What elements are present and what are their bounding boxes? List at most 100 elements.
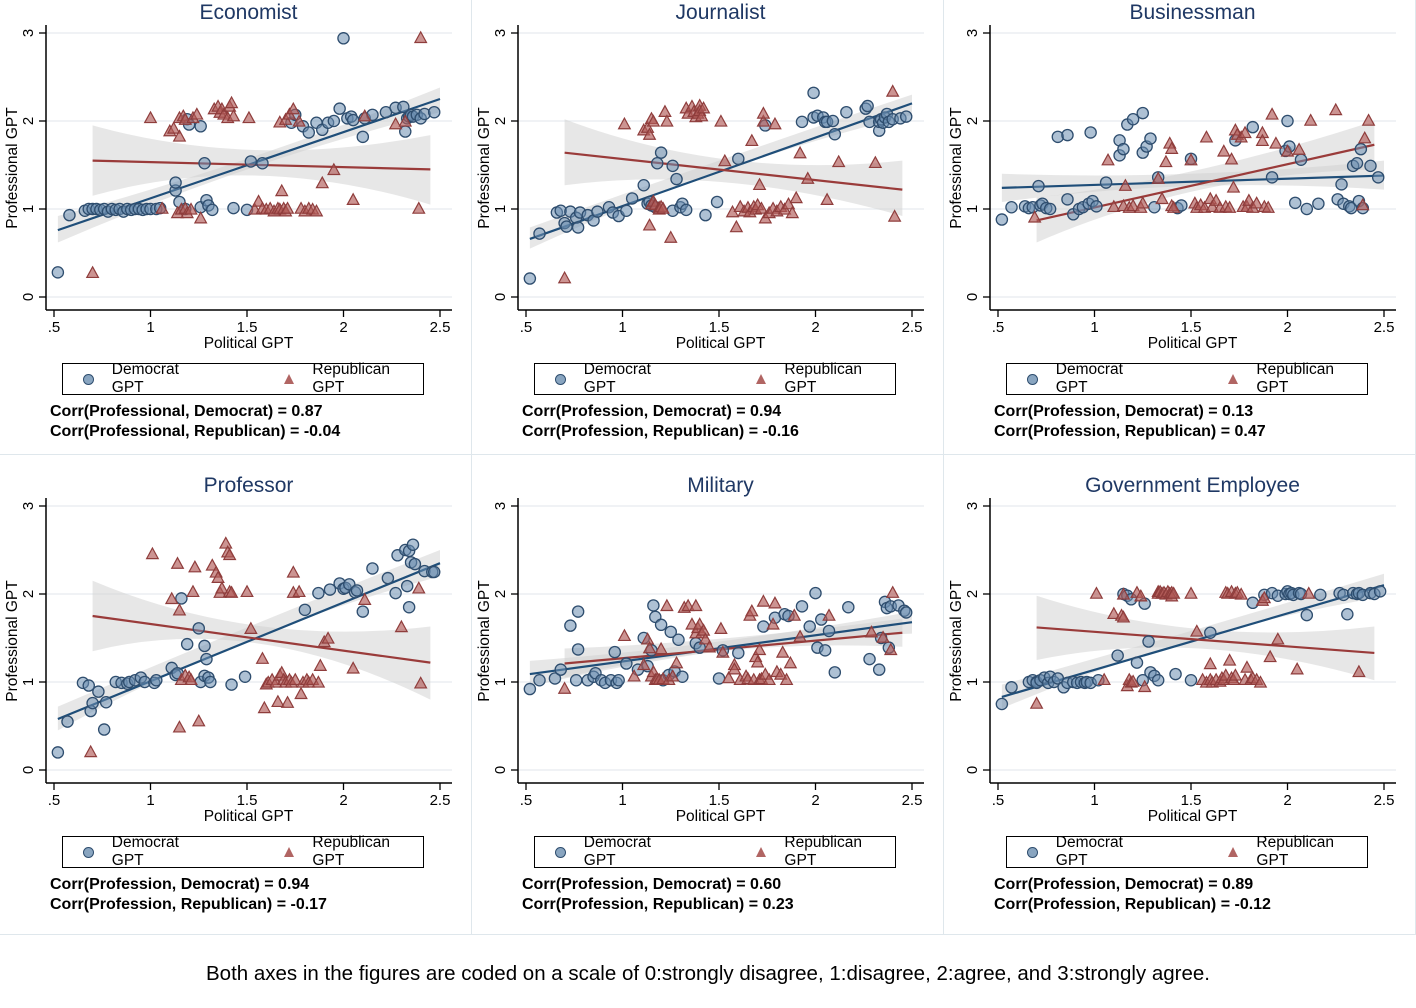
x-axis-label: Political GPT (675, 335, 766, 352)
svg-text:1.5: 1.5 (1181, 792, 1202, 807)
figure-grid: Economist .5 1 1.5 2 2.5 0 1 2 3 Professional GP… (0, 0, 1416, 935)
svg-text:3: 3 (20, 502, 37, 510)
legend-democrat-label: Democrat GPT (583, 361, 651, 396)
democrat-marker-icon (83, 373, 94, 385)
republican-marker-icon (284, 847, 295, 857)
legend: Democrat GPT Republican GPT (62, 834, 424, 870)
svg-text:1: 1 (146, 319, 154, 334)
svg-text:2: 2 (20, 117, 37, 125)
plot-area: .5 1 1.5 2 2.5 0 1 2 3 Professional GPT (472, 24, 943, 334)
panel-title: Economist (199, 1, 298, 24)
svg-text:2: 2 (339, 319, 347, 334)
republican-marker-icon (756, 847, 767, 857)
legend-republican: Republican GPT (756, 361, 895, 397)
svg-text:1: 1 (20, 205, 37, 213)
panel-economist: Economist .5 1 1.5 2 2.5 0 1 2 3 Professional GP… (0, 0, 472, 455)
legend-democrat: Democrat GPT (555, 361, 684, 397)
svg-text:2: 2 (964, 590, 981, 598)
legend-republican-label: Republican GPT (312, 834, 390, 869)
scatter-plot-economist: .5 1 1.5 2 2.5 0 1 2 3 (20, 25, 452, 334)
svg-text:.5: .5 (992, 792, 1005, 807)
correlation-notes: Corr(Profession, Democrat) = 0.89 Corr(P… (994, 875, 1415, 914)
y-axis-label: Professional GPT (476, 107, 493, 229)
svg-text:2: 2 (1283, 319, 1291, 334)
x-axis-label: Political GPT (203, 808, 294, 825)
svg-text:1: 1 (618, 319, 626, 334)
legend-democrat-label: Democrat GPT (111, 361, 179, 396)
svg-text:0: 0 (492, 293, 509, 301)
svg-text:.5: .5 (520, 319, 533, 334)
corr-democrat: Corr(Profession, Democrat) = 0.89 (994, 876, 1254, 893)
legend-republican: Republican GPT (284, 361, 423, 397)
legend-republican-label: Republican GPT (784, 834, 862, 869)
svg-text:3: 3 (964, 29, 981, 37)
figure-caption: Both axes in the figures are coded on a … (206, 962, 1210, 985)
legend-democrat: Democrat GPT (1027, 361, 1156, 397)
svg-text:2.5: 2.5 (430, 319, 451, 334)
svg-text:1: 1 (492, 205, 509, 213)
legend-democrat: Democrat GPT (555, 834, 684, 870)
panel-government-employee: Government Employee .5 1 1.5 2 2.5 0 1 2 3 Profe… (944, 455, 1416, 935)
plot-area: .5 1 1.5 2 2.5 0 1 2 3 Professional GPT (944, 24, 1415, 334)
svg-text:2.5: 2.5 (1374, 792, 1395, 807)
svg-text:1: 1 (964, 678, 981, 686)
panel-title: Businessman (1129, 1, 1256, 24)
svg-text:2: 2 (492, 117, 509, 125)
y-axis-label: Professional GPT (476, 580, 493, 702)
legend-democrat-label: Democrat GPT (583, 834, 651, 869)
correlation-notes: Corr(Profession, Democrat) = 0.94 Corr(P… (50, 875, 471, 914)
panel-businessman: Businessman .5 1 1.5 2 2.5 0 1 2 3 Professional … (944, 0, 1416, 455)
x-axis-label: Political GPT (675, 808, 766, 825)
legend-democrat: Democrat GPT (1027, 834, 1156, 870)
svg-text:.5: .5 (48, 319, 61, 334)
svg-text:3: 3 (492, 29, 509, 37)
legend: Democrat GPT Republican GPT (62, 361, 424, 397)
panel-title: Journalist (675, 1, 766, 24)
y-axis-label: Professional GPT (948, 580, 965, 702)
legend-republican-label: Republican GPT (1256, 834, 1334, 869)
y-axis-label: Professional GPT (4, 107, 21, 229)
legend-democrat: Democrat GPT (83, 834, 212, 870)
panel-journalist: Journalist .5 1 1.5 2 2.5 0 1 2 3 Professional G… (472, 0, 944, 455)
republican-marker-icon (756, 374, 767, 384)
corr-republican: Corr(Professional, Republican) = -0.04 (50, 422, 341, 440)
panel-title: Government Employee (1085, 474, 1300, 497)
x-axis-label: Political GPT (1147, 335, 1238, 352)
svg-text:1.5: 1.5 (237, 319, 258, 334)
corr-democrat: Corr(Profession, Democrat) = 0.60 (522, 876, 782, 893)
legend-republican: Republican GPT (756, 834, 895, 870)
republican-marker-icon (1228, 374, 1239, 384)
y-axis-label: Professional GPT (948, 107, 965, 229)
svg-text:1: 1 (20, 678, 37, 686)
svg-text:0: 0 (492, 766, 509, 774)
corr-republican: Corr(Profession, Republican) = 0.23 (522, 895, 794, 913)
legend-republican: Republican GPT (284, 834, 423, 870)
svg-text:2: 2 (492, 590, 509, 598)
republican-marker-icon (284, 374, 295, 384)
legend-democrat: Democrat GPT (83, 361, 212, 397)
legend: Democrat GPT Republican GPT (1006, 834, 1368, 870)
svg-text:2: 2 (1283, 792, 1291, 807)
plot-area: .5 1 1.5 2 2.5 0 1 2 3 Professional GPT (944, 497, 1415, 807)
legend-democrat-label: Democrat GPT (1055, 361, 1123, 396)
legend-republican-label: Republican GPT (312, 361, 390, 396)
democrat-marker-icon (555, 373, 566, 385)
svg-text:3: 3 (20, 29, 37, 37)
svg-text:1.5: 1.5 (709, 792, 730, 807)
republican-marker-icon (1228, 847, 1239, 857)
svg-text:1: 1 (1090, 792, 1098, 807)
corr-republican: Corr(Profession, Republican) = 0.47 (994, 422, 1266, 440)
svg-text:1: 1 (618, 792, 626, 807)
democrat-marker-icon (1027, 373, 1038, 385)
legend-republican-label: Republican GPT (1256, 361, 1334, 396)
panel-title: Professor (203, 474, 294, 497)
plot-area: .5 1 1.5 2 2.5 0 1 2 3 Professional GPT (472, 497, 943, 807)
legend: Democrat GPT Republican GPT (534, 834, 896, 870)
svg-text:2: 2 (20, 590, 37, 598)
svg-text:1: 1 (1090, 319, 1098, 334)
svg-text:1.5: 1.5 (1181, 319, 1202, 334)
corr-democrat: Corr(Profession, Democrat) = 0.13 (994, 403, 1254, 420)
svg-text:.5: .5 (520, 792, 533, 807)
correlation-notes: Corr(Profession, Democrat) = 0.60 Corr(P… (522, 875, 943, 914)
legend-republican: Republican GPT (1228, 834, 1367, 870)
